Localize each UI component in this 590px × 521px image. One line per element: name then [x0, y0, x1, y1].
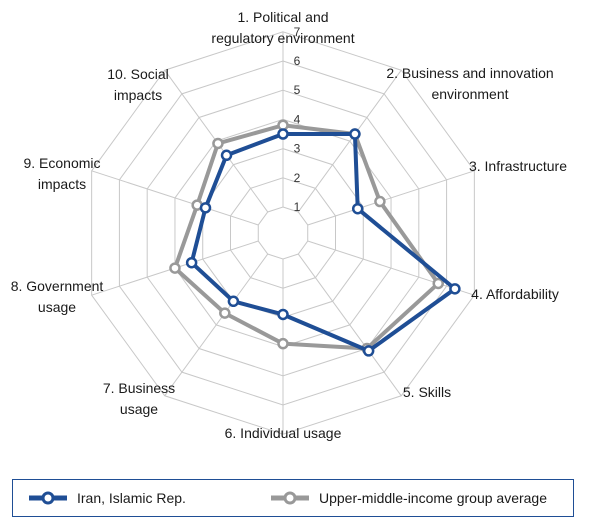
axis-label-3: 3. Infrastructure — [469, 158, 567, 174]
legend-label-group-average: Upper-middle-income group average — [319, 490, 547, 506]
axis-label-1: 1. Political and regulatory environment — [211, 9, 354, 46]
data-point-iran-1 — [279, 130, 288, 139]
radar-series — [170, 121, 459, 356]
axis-label-9: 9. Economic impacts — [23, 155, 100, 192]
data-point-iran-5 — [364, 346, 373, 355]
tick-label-5: 5 — [294, 83, 301, 97]
tick-label-6: 6 — [294, 54, 301, 68]
axis-label-5: 5. Skills — [403, 384, 451, 400]
tick-label-3: 3 — [294, 142, 301, 156]
data-point-iran-10 — [222, 151, 231, 160]
data-point-iran-4 — [450, 284, 459, 293]
tick-label-4: 4 — [294, 112, 301, 126]
legend-marker-group-average — [269, 491, 311, 505]
axis-label-4: 4. Affordability — [471, 286, 559, 302]
data-point-iran-2 — [350, 130, 359, 139]
data-point-group-average-8 — [170, 264, 179, 273]
data-point-group-average-3 — [375, 197, 384, 206]
data-point-iran-3 — [353, 204, 362, 213]
data-point-group-average-10 — [213, 139, 222, 148]
data-point-iran-8 — [187, 258, 196, 267]
data-point-iran-9 — [201, 203, 210, 212]
data-point-iran-6 — [279, 310, 288, 319]
legend-item-iran: Iran, Islamic Rep. — [27, 488, 186, 508]
chart-legend: Iran, Islamic Rep. Upper-middle-income g… — [12, 479, 574, 517]
tick-label-1: 1 — [294, 200, 301, 214]
tick-label-2: 2 — [294, 171, 301, 185]
axis-label-7: 7. Business usage — [103, 380, 175, 417]
axis-label-10: 10. Social impacts — [107, 66, 168, 103]
data-point-group-average-6 — [279, 339, 288, 348]
axis-label-6: 6. Individual usage — [225, 425, 342, 441]
legend-marker-iran — [27, 491, 69, 505]
radar-axis-labels: 1. Political and regulatory environment2.… — [11, 9, 568, 441]
legend-label-iran: Iran, Islamic Rep. — [77, 490, 186, 506]
data-point-iran-7 — [229, 297, 238, 306]
axis-label-8: 8. Government usage — [11, 278, 104, 315]
grid-ring-1 — [258, 207, 307, 259]
legend-item-group-average: Upper-middle-income group average — [269, 488, 547, 508]
series-line-group-average — [175, 125, 438, 348]
data-point-group-average-7 — [220, 309, 229, 318]
